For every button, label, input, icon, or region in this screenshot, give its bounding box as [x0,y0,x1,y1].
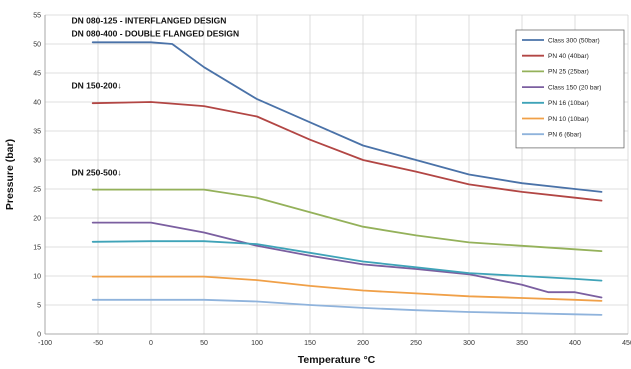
legend-entry: PN 25 (25bar) [548,69,589,76]
series-line-2 [91,188,603,253]
x-tick-label: 50 [200,340,208,347]
series-line-5 [91,275,603,302]
y-tick-label: 40 [33,100,41,107]
annotation-text: DN 080-125 - INTERFLANGED DESIGN [72,16,227,26]
y-tick-label: 25 [33,187,41,194]
x-tick-label: 100 [251,340,263,347]
series-line-0 [91,41,603,193]
y-tick-label: 35 [33,129,41,136]
x-tick-label: -50 [93,340,103,347]
y-tick-label: 15 [33,245,41,252]
x-tick-label: 400 [569,340,581,347]
axes: 0 5 10 15 20 25 30 35 40 45 50 55 -100 -50 0 50 100 150 20… [33,13,631,348]
y-axis-title: Pressure (bar) [4,139,16,210]
x-tick-label: 350 [516,340,528,347]
y-tick-label: 50 [33,42,41,49]
x-tick-label: 300 [463,340,475,347]
x-tick-label: 0 [149,340,153,347]
x-tick-label: 200 [357,340,369,347]
y-tick-label: 0 [37,332,41,339]
series-line-1 [91,101,603,202]
y-tick-label: 45 [33,71,41,78]
y-tick-label: 20 [33,216,41,223]
annotations: DN 080-125 - INTERFLANGED DESIGN DN 080-4… [72,16,240,178]
legend-entry: PN 40 (40bar) [548,53,589,60]
y-tick-label: 5 [37,303,41,310]
x-tick-label: 450 [622,340,631,347]
legend-entry: PN 10 (10bar) [548,116,589,123]
x-tick-label: 250 [410,340,422,347]
x-tick-label: -100 [38,340,52,347]
annotation-text: DN 250-500↓ [72,168,122,178]
series-lines [91,41,603,316]
legend-entry: PN 6 (6bar) [548,132,582,139]
series-line-3 [91,221,603,299]
x-tick-label: 150 [304,340,316,347]
y-tick-label: 30 [33,158,41,165]
annotation-text: DN 150-200↓ [72,81,122,91]
legend-box [515,29,625,149]
series-line-6 [91,298,603,316]
y-tick-label: 55 [33,13,41,20]
legend: Class 300 (50bar) PN 40 (40bar) PN 25 (25b… [515,29,625,149]
y-tick-label: 10 [33,274,41,281]
legend-entry: Class 300 (50bar) [548,37,600,44]
legend-entry: Class 150 (20 bar) [548,84,601,91]
legend-entry: PN 16 (10bar) [548,100,589,107]
x-axis-title: Temperature °C [298,354,376,366]
series-line-4 [91,240,603,282]
annotation-text: DN 080-400 - DOUBLE FLANGED DESIGN [72,28,240,38]
